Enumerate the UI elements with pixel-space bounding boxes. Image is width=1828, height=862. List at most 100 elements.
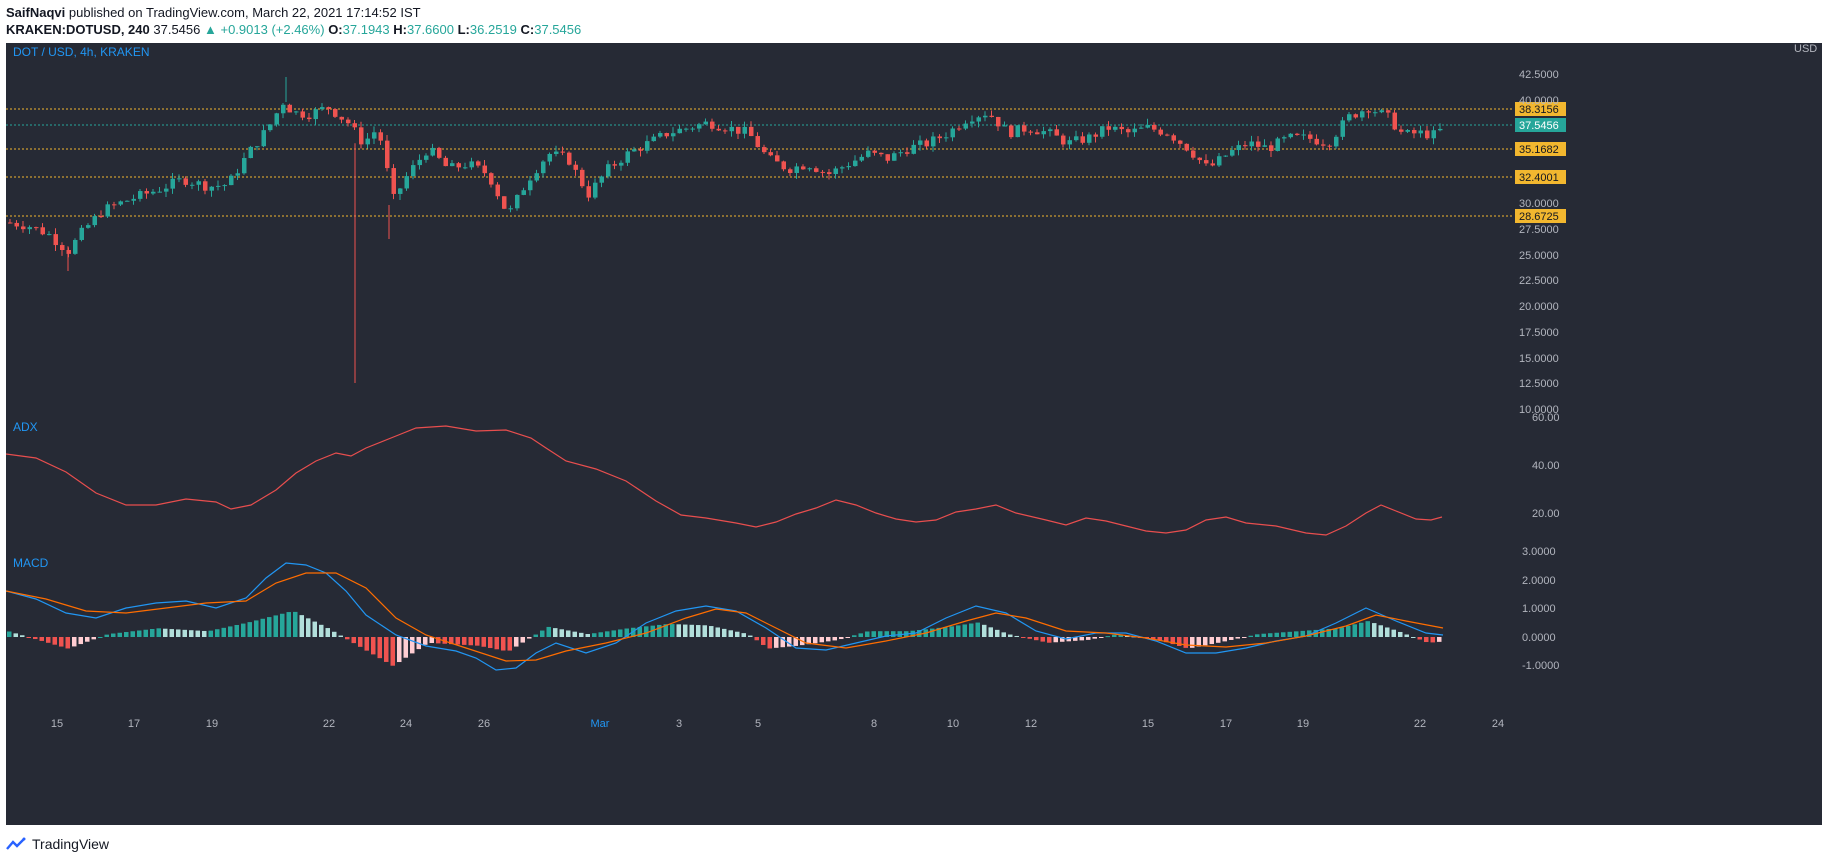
candle-body: [502, 196, 507, 209]
candle-body: [781, 161, 786, 170]
candle-body: [1282, 137, 1287, 139]
macd-histogram-bar: [819, 637, 824, 643]
macd-histogram-bar: [1365, 621, 1370, 637]
macd-histogram-bar: [598, 632, 603, 637]
macd-histogram-bar: [46, 637, 51, 643]
candle-body: [1126, 129, 1131, 133]
candle-body: [73, 239, 78, 254]
macd-histogram-bar: [1099, 637, 1104, 638]
candle-body: [807, 168, 812, 170]
candle-body: [125, 200, 130, 202]
candle-body: [1269, 145, 1274, 151]
macd-histogram-bar: [514, 637, 519, 647]
macd-histogram-bar: [1040, 637, 1045, 642]
adx-axis-label: 20.00: [1532, 508, 1560, 520]
chart-area[interactable]: 38.3156 37.5456 35.1682 32.4001 28.6725 42.5…: [5, 43, 1822, 825]
candle-body: [326, 107, 331, 109]
macd-histogram-bar: [494, 637, 499, 650]
level-badge-label: 35.1682: [1519, 144, 1559, 156]
candle-body: [775, 155, 780, 162]
macd-histogram-bar: [618, 629, 623, 637]
macd-histogram-bar: [163, 628, 168, 637]
macd-axis-label: 3.0000: [1522, 546, 1556, 558]
candle-body: [554, 151, 559, 154]
macd-histogram-bar: [1287, 631, 1292, 637]
candle-body: [749, 126, 754, 137]
candlestick-series: [8, 77, 1443, 383]
macd-histogram-bar: [1060, 637, 1065, 642]
macd-histogram-bar: [865, 631, 870, 637]
candle-body: [300, 111, 305, 118]
candle-body: [560, 151, 565, 153]
macd-histogram-bar: [676, 624, 681, 637]
candle-body: [1418, 130, 1423, 134]
candle-body: [1054, 129, 1059, 136]
candle-body: [450, 163, 455, 167]
macd-histogram-bar: [1391, 629, 1396, 637]
macd-histogram-bar: [1359, 622, 1364, 637]
macd-histogram-bar: [195, 630, 200, 637]
candle-body: [196, 181, 201, 185]
macd-histogram-bar: [663, 624, 668, 637]
candle-body: [40, 227, 45, 235]
candle-body: [1061, 135, 1066, 145]
macd-axis-label: 1.0000: [1522, 603, 1556, 615]
symbol-line: KRAKEN:DOTUSD, 240 37.5456 ▲ +0.9013 (+2…: [6, 22, 581, 37]
macd-histogram-bar: [1307, 630, 1312, 637]
candle-body: [827, 172, 832, 174]
candle-body: [60, 245, 65, 251]
candle-body: [1308, 134, 1313, 139]
macd-histogram-bar: [384, 637, 389, 662]
macd-histogram-bar: [728, 630, 733, 637]
candle-body: [606, 164, 611, 177]
candle-body: [651, 136, 656, 142]
candle-body: [1171, 135, 1176, 141]
candle-body: [404, 176, 409, 189]
macd-histogram-bar: [72, 637, 77, 647]
candle-body: [417, 159, 422, 166]
candle-body: [586, 186, 591, 198]
tradingview-logo[interactable]: TradingView: [6, 836, 109, 852]
macd-axis-label: 0.0000: [1522, 632, 1556, 644]
high-value: 37.6600: [406, 22, 454, 37]
time-axis-label: 19: [206, 718, 218, 730]
macd-histogram-bar: [624, 628, 629, 637]
macd-histogram-bar: [1157, 637, 1162, 641]
macd-histogram-bar: [345, 637, 350, 640]
candle-body: [931, 136, 936, 147]
price-axis[interactable]: 42.5000 40.0000 30.0000 27.5000 25.0000 22.50…: [1519, 69, 1560, 672]
candle-body: [1262, 145, 1267, 147]
candle-body: [222, 185, 227, 187]
candle-body: [261, 130, 266, 147]
author-name[interactable]: SaifNaqvi: [6, 5, 66, 20]
macd-histogram-bar: [1222, 637, 1227, 642]
macd-histogram-bar: [826, 637, 831, 642]
candle-body: [1015, 125, 1020, 138]
macd-histogram-bar: [579, 632, 584, 637]
macd-histogram-bar: [566, 630, 571, 637]
price-axis-label: 42.5000: [1519, 69, 1559, 81]
candle-body: [27, 227, 32, 230]
macd-histogram-bar: [436, 637, 441, 644]
macd-histogram-bar: [507, 637, 512, 651]
candle-body: [398, 188, 403, 194]
macd-histogram-bar: [410, 637, 415, 654]
candle-body: [794, 166, 799, 174]
macd-histogram-bar: [208, 630, 213, 637]
currency-label: USD: [1794, 43, 1817, 55]
candle-body: [1152, 124, 1157, 130]
macd-histogram-bar: [52, 637, 57, 645]
time-axis[interactable]: 15 17 19 22 24 26 Mar 3 5 8 10 12 15 17 19 22 24: [51, 718, 1504, 730]
publish-header: SaifNaqvi published on TradingView.com, …: [0, 0, 1828, 42]
macd-histogram-bar: [117, 632, 122, 637]
macd-histogram-bar: [143, 629, 148, 637]
macd-histogram-bar: [813, 637, 818, 644]
candle-body: [918, 140, 923, 145]
candle-body: [1041, 131, 1046, 135]
price-axis-label: 30.0000: [1519, 198, 1559, 210]
macd-histogram-bar: [845, 637, 850, 638]
chart-canvas[interactable]: 38.3156 37.5456 35.1682 32.4001 28.6725 42.5…: [5, 43, 1822, 825]
macd-histogram-bar: [637, 627, 642, 637]
macd-histogram-bar: [1261, 633, 1266, 637]
candle-body: [21, 226, 26, 230]
